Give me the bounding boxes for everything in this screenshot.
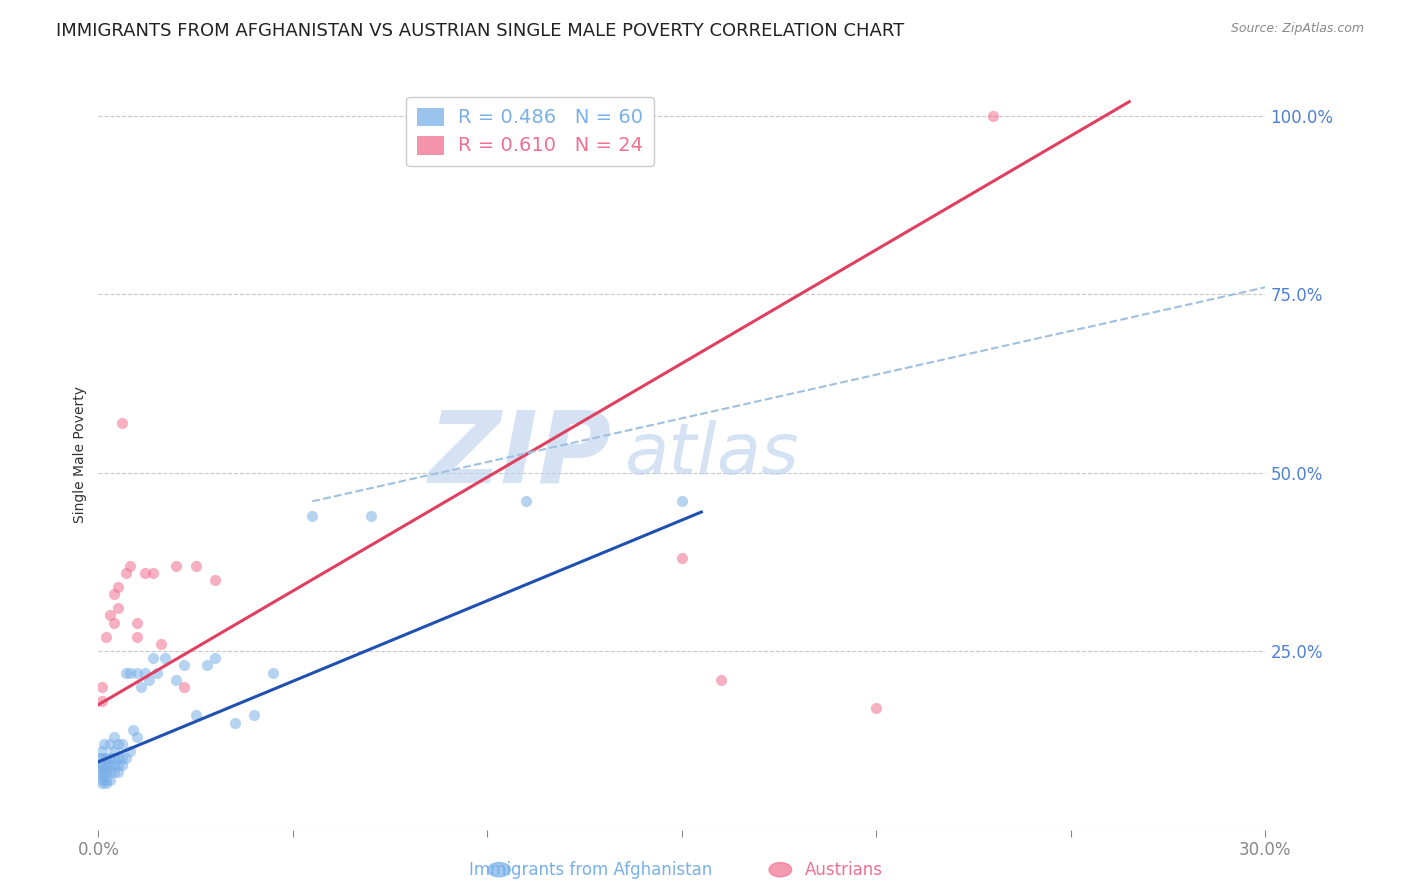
Point	[138, 673, 160, 687]
Point	[91, 758, 114, 772]
Point	[515, 494, 537, 508]
Point	[262, 665, 284, 680]
Point	[114, 751, 136, 765]
Point	[107, 765, 129, 780]
Point	[98, 765, 121, 780]
Point	[98, 772, 121, 787]
Point	[129, 680, 152, 694]
Point	[103, 615, 125, 630]
Point	[93, 737, 115, 751]
Point	[111, 758, 134, 772]
Point	[107, 751, 129, 765]
Point	[118, 558, 141, 573]
Point	[184, 708, 207, 723]
Point	[173, 680, 195, 694]
Point	[195, 658, 218, 673]
Point	[103, 765, 125, 780]
Point	[103, 758, 125, 772]
Point	[149, 637, 172, 651]
Point	[118, 744, 141, 758]
Point	[301, 508, 323, 523]
Point	[360, 508, 382, 523]
Point	[134, 566, 156, 580]
Point	[107, 601, 129, 615]
Point	[91, 744, 114, 758]
Text: IMMIGRANTS FROM AFGHANISTAN VS AUSTRIAN SINGLE MALE POVERTY CORRELATION CHART: IMMIGRANTS FROM AFGHANISTAN VS AUSTRIAN …	[56, 22, 904, 40]
Point	[96, 630, 118, 644]
Point	[134, 665, 156, 680]
Point	[865, 701, 887, 715]
Point	[710, 673, 733, 687]
Text: atlas: atlas	[624, 420, 799, 490]
Point	[224, 715, 246, 730]
Point	[103, 587, 125, 601]
Point	[671, 494, 693, 508]
Point	[114, 566, 136, 580]
Point	[96, 776, 118, 790]
Point	[96, 765, 118, 780]
Point	[127, 730, 149, 744]
Point	[118, 665, 141, 680]
Point	[103, 744, 125, 758]
Point	[107, 737, 129, 751]
Point	[165, 558, 187, 573]
Point	[89, 758, 111, 772]
Point	[243, 708, 266, 723]
Point	[90, 762, 112, 776]
Point	[93, 765, 115, 780]
Point	[107, 580, 129, 594]
Y-axis label: Single Male Poverty: Single Male Poverty	[73, 386, 87, 524]
Point	[89, 765, 111, 780]
Point	[96, 758, 118, 772]
Point	[103, 751, 125, 765]
Point	[96, 772, 118, 787]
Point	[107, 758, 129, 772]
Point	[111, 751, 134, 765]
Text: Austrians: Austrians	[804, 861, 883, 879]
Point	[204, 651, 226, 665]
Point	[127, 615, 149, 630]
Point	[165, 673, 187, 687]
Legend: R = 0.486   N = 60, R = 0.610   N = 24: R = 0.486 N = 60, R = 0.610 N = 24	[406, 97, 654, 166]
Point	[111, 737, 134, 751]
Point	[91, 772, 114, 787]
Point	[98, 737, 121, 751]
Point	[91, 694, 114, 708]
Point	[146, 665, 169, 680]
Point	[173, 658, 195, 673]
Point	[981, 109, 1004, 123]
Point	[96, 751, 118, 765]
Point	[127, 630, 149, 644]
Text: Source: ZipAtlas.com: Source: ZipAtlas.com	[1230, 22, 1364, 36]
Point	[91, 680, 114, 694]
Point	[98, 751, 121, 765]
Point	[204, 573, 226, 587]
Point	[127, 665, 149, 680]
Point	[98, 608, 121, 623]
Text: ZIP: ZIP	[429, 407, 612, 503]
Point	[98, 758, 121, 772]
Point	[111, 416, 134, 430]
Point	[91, 751, 114, 765]
Point	[89, 751, 111, 765]
Text: Immigrants from Afghanistan: Immigrants from Afghanistan	[468, 861, 713, 879]
Point	[142, 651, 165, 665]
Point	[91, 769, 114, 783]
Point	[114, 665, 136, 680]
Point	[97, 758, 120, 772]
Point	[103, 730, 125, 744]
Point	[122, 723, 145, 737]
Point	[184, 558, 207, 573]
Point	[91, 776, 114, 790]
Point	[671, 551, 693, 566]
Point	[153, 651, 176, 665]
Point	[142, 566, 165, 580]
